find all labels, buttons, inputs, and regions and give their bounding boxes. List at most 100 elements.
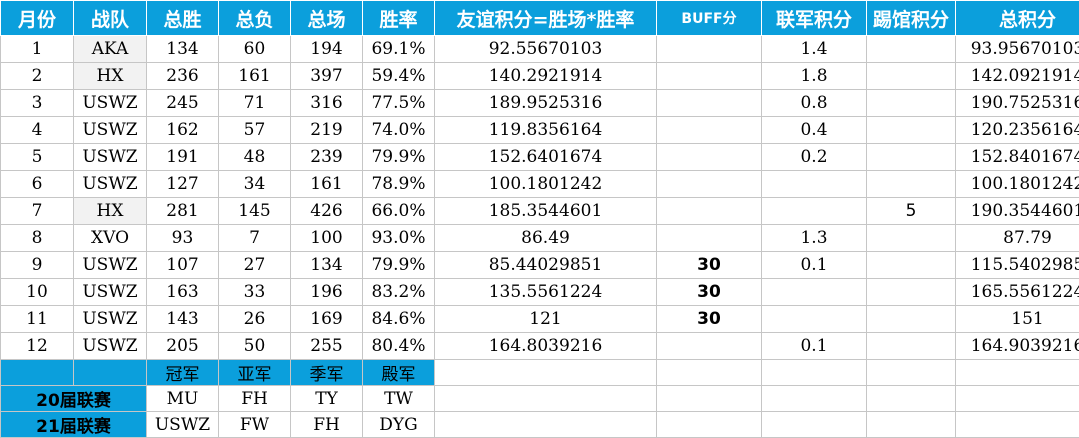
cell-total[interactable]: 87.79 (956, 225, 1079, 252)
cell-allied[interactable]: 0.1 (762, 333, 867, 360)
header-buff-score[interactable]: BUFF分 (657, 1, 762, 36)
cell-friend[interactable]: 92.55670103 (435, 36, 657, 63)
cell-month[interactable]: 6 (1, 171, 74, 198)
empty-cell[interactable] (657, 386, 762, 412)
cell-month[interactable]: 8 (1, 225, 74, 252)
cell-team[interactable]: USWZ (74, 171, 147, 198)
cell-buff[interactable] (657, 225, 762, 252)
cell-losses[interactable]: 33 (219, 279, 291, 306)
cell-team[interactable]: USWZ (74, 306, 147, 333)
empty-cell[interactable] (657, 412, 762, 438)
cell-rate[interactable]: 77.5% (363, 90, 435, 117)
cell-team[interactable]: USWZ (74, 144, 147, 171)
header-losses[interactable]: 总负 (219, 1, 291, 36)
cell-team[interactable]: HX (74, 63, 147, 90)
cell-losses[interactable]: 48 (219, 144, 291, 171)
cell-friend[interactable]: 164.8039216 (435, 333, 657, 360)
cell-rate[interactable]: 74.0% (363, 117, 435, 144)
cell-kick[interactable] (867, 63, 956, 90)
cell-total[interactable]: 142.0921914 (956, 63, 1079, 90)
league-result[interactable]: TY (291, 386, 363, 412)
cell-kick[interactable] (867, 171, 956, 198)
cell-wins[interactable]: 107 (147, 252, 219, 279)
cell-allied[interactable] (762, 306, 867, 333)
cell-buff[interactable]: 30 (657, 252, 762, 279)
cell-games[interactable]: 255 (291, 333, 363, 360)
cell-rate[interactable]: 84.6% (363, 306, 435, 333)
cell-total[interactable]: 190.7525316 (956, 90, 1079, 117)
cell-games[interactable]: 161 (291, 171, 363, 198)
cell-friend[interactable]: 86.49 (435, 225, 657, 252)
cell-total[interactable]: 93.95670103 (956, 36, 1079, 63)
cell-rate[interactable]: 93.0% (363, 225, 435, 252)
empty-cell[interactable] (657, 360, 762, 386)
league-result[interactable]: FH (291, 412, 363, 438)
cell-rate[interactable]: 79.9% (363, 144, 435, 171)
empty-cell[interactable] (762, 386, 867, 412)
cell-kick[interactable] (867, 252, 956, 279)
cell-losses[interactable]: 60 (219, 36, 291, 63)
empty-cell[interactable] (435, 386, 657, 412)
cell-month[interactable]: 10 (1, 279, 74, 306)
cell-losses[interactable]: 27 (219, 252, 291, 279)
cell-buff[interactable]: 30 (657, 306, 762, 333)
cell-rate[interactable]: 79.9% (363, 252, 435, 279)
cell-games[interactable]: 100 (291, 225, 363, 252)
cell-wins[interactable]: 205 (147, 333, 219, 360)
cell-games[interactable]: 169 (291, 306, 363, 333)
empty-cell[interactable] (762, 412, 867, 438)
cell-buff[interactable] (657, 90, 762, 117)
cell-allied[interactable]: 0.8 (762, 90, 867, 117)
cell-month[interactable]: 5 (1, 144, 74, 171)
league-name[interactable]: 21届联赛 (1, 412, 147, 438)
cell-friend[interactable]: 135.5561224 (435, 279, 657, 306)
cell-friend[interactable]: 152.6401674 (435, 144, 657, 171)
cell-kick[interactable] (867, 36, 956, 63)
cell-friend[interactable]: 189.9525316 (435, 90, 657, 117)
cell-wins[interactable]: 281 (147, 198, 219, 225)
cell-total[interactable]: 165.5561224 (956, 279, 1079, 306)
cell-losses[interactable]: 34 (219, 171, 291, 198)
cell-team[interactable]: USWZ (74, 252, 147, 279)
cell-wins[interactable]: 134 (147, 36, 219, 63)
cell-buff[interactable] (657, 198, 762, 225)
cell-wins[interactable]: 93 (147, 225, 219, 252)
cell-rate[interactable]: 69.1% (363, 36, 435, 63)
cell-kick[interactable]: 5 (867, 198, 956, 225)
cell-total[interactable]: 151 (956, 306, 1079, 333)
cell-losses[interactable]: 145 (219, 198, 291, 225)
cell-team[interactable]: HX (74, 198, 147, 225)
cell-total[interactable]: 115.5402985 (956, 252, 1079, 279)
empty-cell[interactable] (867, 386, 956, 412)
cell-team[interactable]: USWZ (74, 90, 147, 117)
cell-allied[interactable]: 0.1 (762, 252, 867, 279)
cell-buff[interactable] (657, 117, 762, 144)
cell-allied[interactable]: 1.4 (762, 36, 867, 63)
cell-games[interactable]: 219 (291, 117, 363, 144)
cell-friend[interactable]: 185.3544601 (435, 198, 657, 225)
cell-kick[interactable] (867, 144, 956, 171)
cell-allied[interactable] (762, 171, 867, 198)
cell-wins[interactable]: 162 (147, 117, 219, 144)
cell-team[interactable]: AKA (74, 36, 147, 63)
cell-kick[interactable] (867, 279, 956, 306)
cell-kick[interactable] (867, 306, 956, 333)
cell-team[interactable]: USWZ (74, 279, 147, 306)
header-team[interactable]: 战队 (74, 1, 147, 36)
cell-month[interactable]: 2 (1, 63, 74, 90)
cell-total[interactable]: 100.1801242 (956, 171, 1079, 198)
league-name[interactable]: 20届联赛 (1, 386, 147, 412)
cell-kick[interactable] (867, 117, 956, 144)
cell-losses[interactable]: 161 (219, 63, 291, 90)
cell-allied[interactable]: 1.8 (762, 63, 867, 90)
cell-wins[interactable]: 143 (147, 306, 219, 333)
header-games[interactable]: 总场 (291, 1, 363, 36)
empty-cell[interactable] (435, 412, 657, 438)
header-kick-score[interactable]: 踢馆积分 (867, 1, 956, 36)
medal-header[interactable]: 殿军 (363, 360, 435, 386)
cell-kick[interactable] (867, 333, 956, 360)
header-wins[interactable]: 总胜 (147, 1, 219, 36)
cell-kick[interactable] (867, 225, 956, 252)
empty-cell[interactable] (867, 412, 956, 438)
cell-team[interactable]: USWZ (74, 333, 147, 360)
